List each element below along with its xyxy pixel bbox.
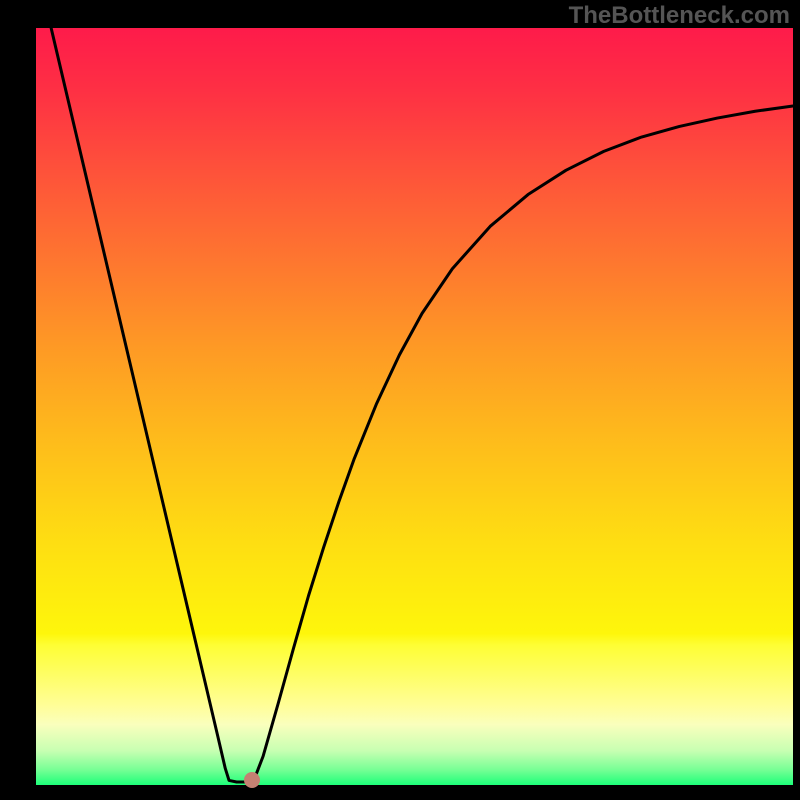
watermark-label: TheBottleneck.com — [569, 2, 790, 30]
curve-minimum-marker — [244, 772, 260, 788]
plot-area — [36, 28, 793, 785]
gradient-background — [36, 28, 793, 785]
chart-container: TheBottleneck.com — [0, 0, 800, 800]
